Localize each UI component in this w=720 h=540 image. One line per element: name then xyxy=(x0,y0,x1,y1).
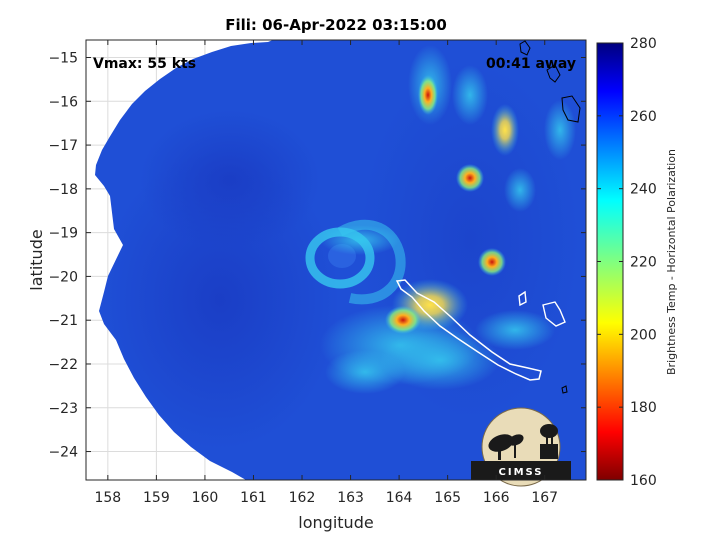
logo-text: CIMSS xyxy=(499,467,544,478)
colorbar-tick-label: 160 xyxy=(630,473,657,489)
y-tick-label: −19 xyxy=(48,226,78,242)
loyalty-island-1 xyxy=(518,290,527,307)
x-tick-label: 165 xyxy=(434,490,461,506)
vanuatu-island-3 xyxy=(561,95,581,123)
y-tick-label: −24 xyxy=(48,445,78,461)
time-away-annotation: 00:41 away xyxy=(486,56,576,72)
new-caledonia-outline xyxy=(395,279,542,381)
x-tick-label: 167 xyxy=(531,490,558,506)
x-tick-label: 160 xyxy=(192,490,219,506)
colorbar-ticks: 280 260 240 220 200 180 160 xyxy=(597,36,657,489)
chart-title: Fili: 06-Apr-2022 03:15:00 xyxy=(225,16,447,34)
island-outlines xyxy=(395,40,581,394)
x-tick-label: 159 xyxy=(143,490,170,506)
y-tick-label: −22 xyxy=(48,357,78,373)
colorbar-label: Brightness Temp - Horizontal Polarizatio… xyxy=(665,149,678,375)
swath-image xyxy=(95,40,586,480)
y-axis-label: latitude xyxy=(27,229,46,290)
colorbar: 280 260 240 220 200 180 160 Brightness Temp - … xyxy=(596,36,678,489)
vanuatu-island-2 xyxy=(546,64,561,83)
x-tick-label: 162 xyxy=(289,490,316,506)
x-tick-label: 164 xyxy=(386,490,413,506)
x-axis-ticks: 158 159 160 161 162 163 164 165 166 167 xyxy=(94,40,558,506)
colorbar-tick-label: 200 xyxy=(630,327,657,343)
loyalty-island-2 xyxy=(542,301,566,327)
y-tick-label: −15 xyxy=(48,51,78,67)
y-tick-label: −21 xyxy=(48,313,78,329)
x-tick-label: 163 xyxy=(337,490,364,506)
islet xyxy=(561,385,568,394)
axes-frame xyxy=(85,39,587,481)
x-axis-label: longitude xyxy=(298,513,373,532)
vmax-annotation: Vmax: 55 kts xyxy=(93,56,196,72)
x-tick-label: 158 xyxy=(94,490,121,506)
x-tick-label: 161 xyxy=(240,490,267,506)
y-tick-label: −20 xyxy=(48,269,78,285)
colorbar-tick-label: 260 xyxy=(630,109,657,125)
colorbar-tick-label: 240 xyxy=(630,182,657,198)
x-tick-label: 166 xyxy=(483,490,510,506)
y-tick-label: −16 xyxy=(48,94,78,110)
y-tick-label: −23 xyxy=(48,401,78,417)
y-tick-label: −17 xyxy=(48,138,78,154)
vanuatu-island-1 xyxy=(519,40,531,56)
colorbar-tick-label: 220 xyxy=(630,255,657,271)
colorbar-tick-label: 180 xyxy=(630,400,657,416)
y-tick-label: −18 xyxy=(48,182,78,198)
colorbar-tick-label: 280 xyxy=(630,36,657,52)
y-axis-ticks: −15 −16 −17 −18 −19 −20 −21 −22 −23 −24 xyxy=(48,51,586,461)
